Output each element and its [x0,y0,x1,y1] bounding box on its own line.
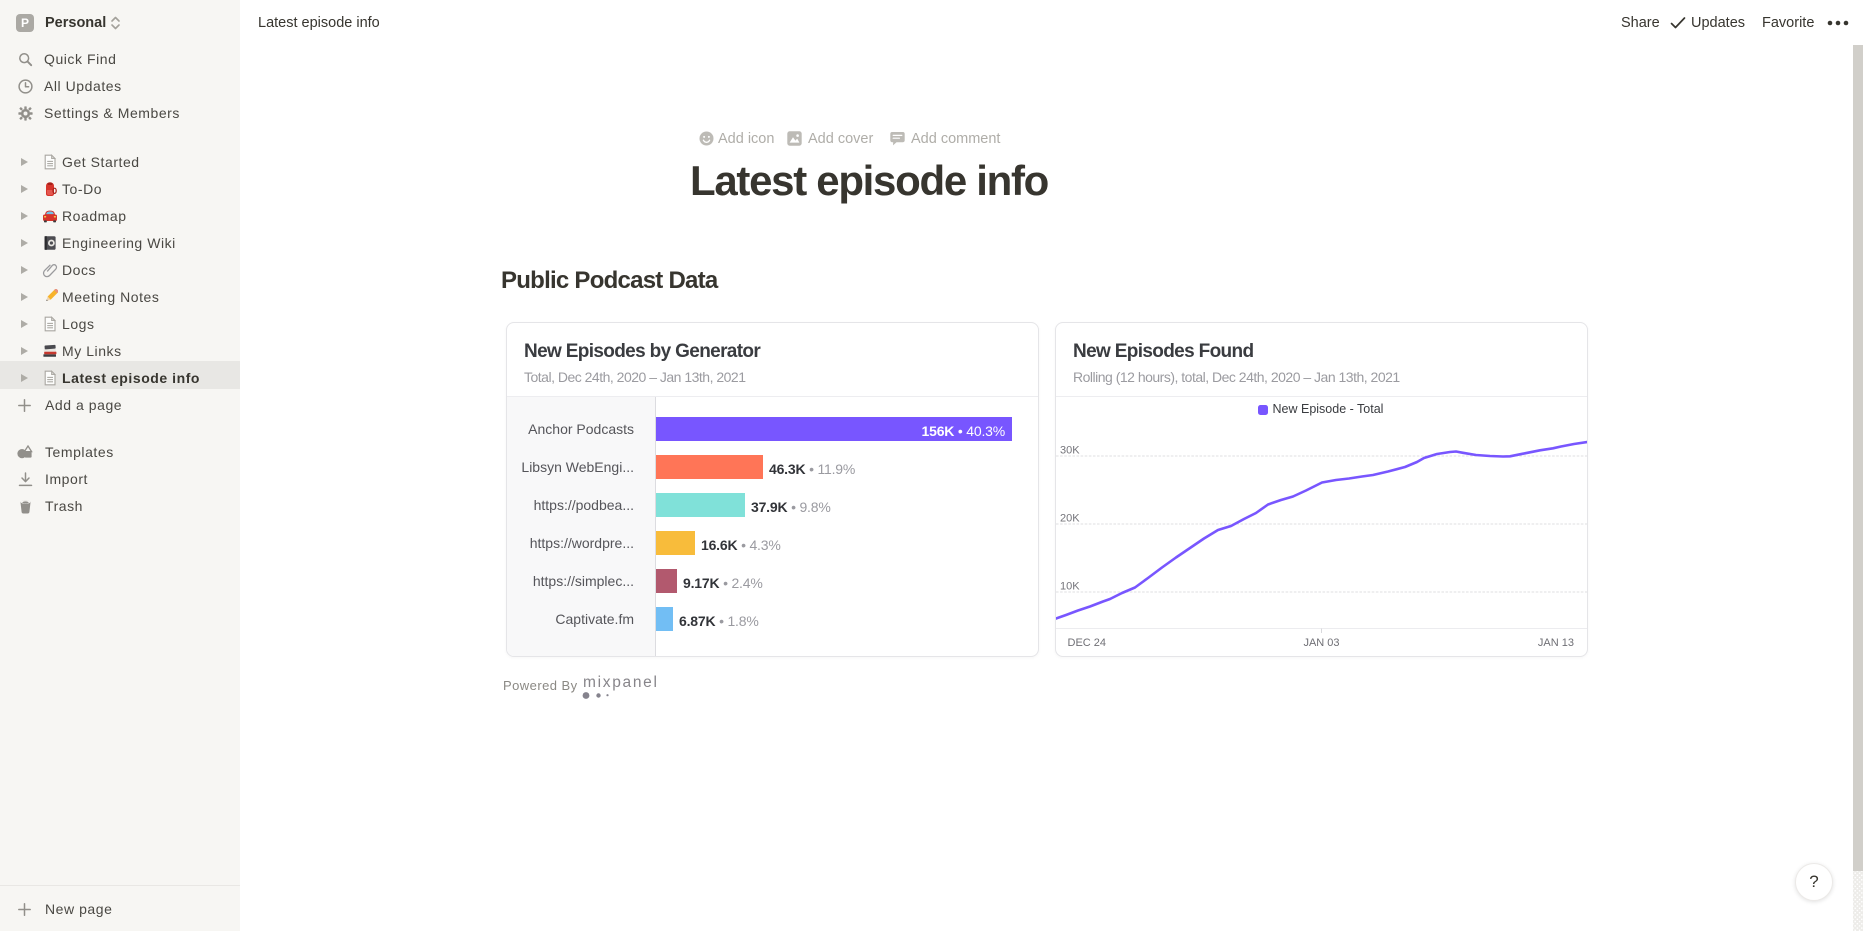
svg-text:JAN 13: JAN 13 [1538,637,1574,649]
svg-text:JAN 03: JAN 03 [1303,637,1339,649]
svg-text:DEC 24: DEC 24 [1068,637,1107,649]
svg-text:10K: 10K [1060,581,1080,593]
svg-text:30K: 30K [1060,445,1080,457]
svg-text:20K: 20K [1060,513,1080,525]
